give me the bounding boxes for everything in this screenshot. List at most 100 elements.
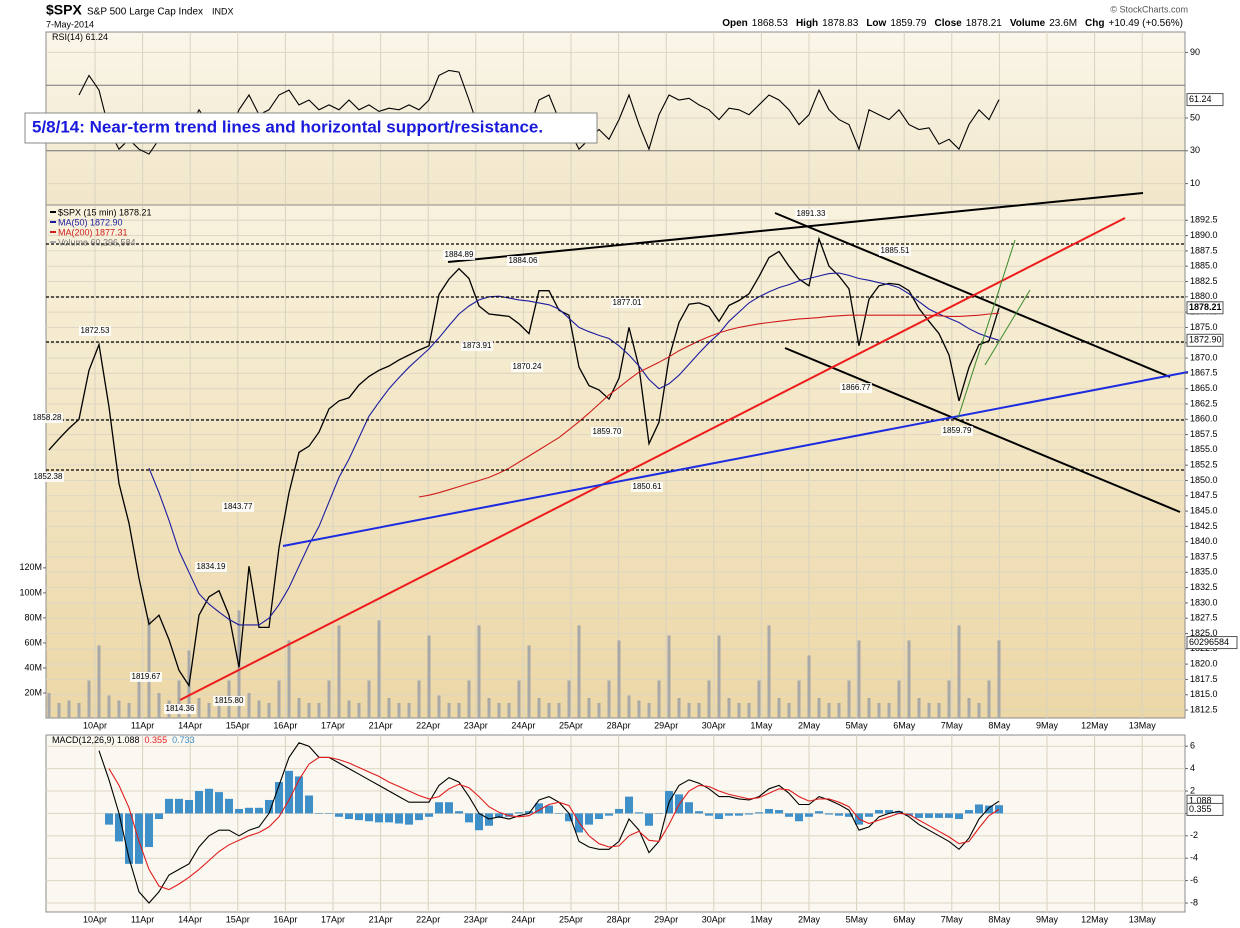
line xyxy=(418,312,1000,498)
bar xyxy=(897,680,901,718)
bar xyxy=(365,813,373,822)
bar xyxy=(145,813,153,848)
annotation-box xyxy=(795,209,827,219)
bar xyxy=(307,702,311,718)
bar xyxy=(625,796,633,814)
bar xyxy=(155,813,163,820)
bar xyxy=(405,813,413,825)
x-tick-label: 28Apr xyxy=(607,720,631,730)
y-tick-label: -4 xyxy=(1190,853,1198,863)
bar xyxy=(245,807,253,814)
bar xyxy=(437,695,441,718)
bar xyxy=(507,702,511,718)
bar xyxy=(787,702,791,718)
credit: © StockCharts.com xyxy=(1110,4,1188,14)
x-tick-label: 25Apr xyxy=(559,720,583,730)
bar xyxy=(817,697,821,718)
bar xyxy=(777,697,781,718)
bar xyxy=(627,695,631,718)
bar xyxy=(255,807,263,814)
annotation-box xyxy=(461,341,493,351)
annotation: 1859.70 xyxy=(593,427,622,436)
legend-entry: RSI(14) 61.24 xyxy=(52,32,108,42)
bar xyxy=(785,813,793,817)
bar xyxy=(325,813,333,814)
x-tick-label: 8May xyxy=(988,914,1011,924)
bar xyxy=(717,635,721,718)
x-tick-label: 24Apr xyxy=(511,720,535,730)
bar xyxy=(617,640,621,718)
quote-label: Open xyxy=(722,18,748,29)
bar xyxy=(427,635,431,718)
bar xyxy=(577,625,581,718)
x-tick-label: 22Apr xyxy=(416,914,440,924)
bar xyxy=(585,813,593,825)
y-tick-label: 1880.0 xyxy=(1190,291,1218,301)
bar xyxy=(995,805,1003,814)
bar xyxy=(107,695,111,718)
bar xyxy=(265,799,273,814)
y-tick-label: 1815.0 xyxy=(1190,689,1218,699)
y-tick-label: 90 xyxy=(1190,47,1200,57)
x-tick-label: 7May xyxy=(941,720,964,730)
bar xyxy=(137,680,141,718)
bar xyxy=(287,640,291,718)
annotation-box xyxy=(840,383,872,393)
y-tick-label: 1817.5 xyxy=(1190,674,1218,684)
y-tick-label: 1867.5 xyxy=(1190,368,1218,378)
bar xyxy=(595,813,603,820)
x-tick-label: 17Apr xyxy=(321,914,345,924)
y-tick-label: 1837.5 xyxy=(1190,551,1218,561)
bar xyxy=(485,813,493,826)
bar xyxy=(257,700,261,718)
bar xyxy=(917,697,921,718)
y2-tick-label: 120M xyxy=(19,562,42,572)
bar xyxy=(207,702,211,718)
bar xyxy=(225,798,233,814)
bar xyxy=(315,813,323,814)
y-tick-label: 2 xyxy=(1190,785,1195,795)
y-tick-label: 1835.0 xyxy=(1190,567,1218,577)
annotation-box xyxy=(941,426,973,436)
x-tick-label: 21Apr xyxy=(369,914,393,924)
bar xyxy=(867,697,871,718)
bar xyxy=(587,697,591,718)
legend-entry: Volume 60,296,584 xyxy=(58,237,136,247)
bar xyxy=(975,804,983,814)
y-tick-label: 1840.0 xyxy=(1190,536,1218,546)
annotation-box xyxy=(879,246,911,256)
line xyxy=(48,236,1000,688)
bar xyxy=(957,625,961,718)
bar xyxy=(745,813,753,815)
quote-label: High xyxy=(796,18,818,29)
bar xyxy=(425,813,433,817)
bar xyxy=(185,799,193,814)
annotation-box xyxy=(222,502,254,512)
bar xyxy=(505,813,513,817)
x-tick-label: 9May xyxy=(1036,720,1059,730)
annotation-box xyxy=(631,482,663,492)
x-tick-label: 30Apr xyxy=(702,720,726,730)
index-name: S&P 500 Large Cap Index xyxy=(87,7,203,18)
annotation: 1891.33 xyxy=(797,209,826,218)
bar xyxy=(695,811,703,814)
annotation: 1884.06 xyxy=(509,256,538,265)
legend-swatch xyxy=(50,231,56,233)
bar xyxy=(317,702,321,718)
y2-tick-label: 60M xyxy=(24,637,42,647)
legend-entry: MA(200) 1877.31 xyxy=(58,227,128,237)
y-tick-label: 1892.5 xyxy=(1190,215,1218,225)
value-marker xyxy=(1186,301,1224,315)
bar xyxy=(877,702,881,718)
annotation: 1870.24 xyxy=(513,362,542,371)
bar xyxy=(725,813,733,816)
annotation-box xyxy=(130,672,162,682)
bar xyxy=(847,680,851,718)
bar xyxy=(945,813,953,818)
quote-label: Close xyxy=(934,18,962,29)
annotation: 1859.79 xyxy=(943,426,972,435)
bar xyxy=(77,702,81,718)
bar xyxy=(517,680,521,718)
legend-entry: MACD(12,26,9) 1.088 xyxy=(52,735,140,745)
line xyxy=(108,756,1000,891)
